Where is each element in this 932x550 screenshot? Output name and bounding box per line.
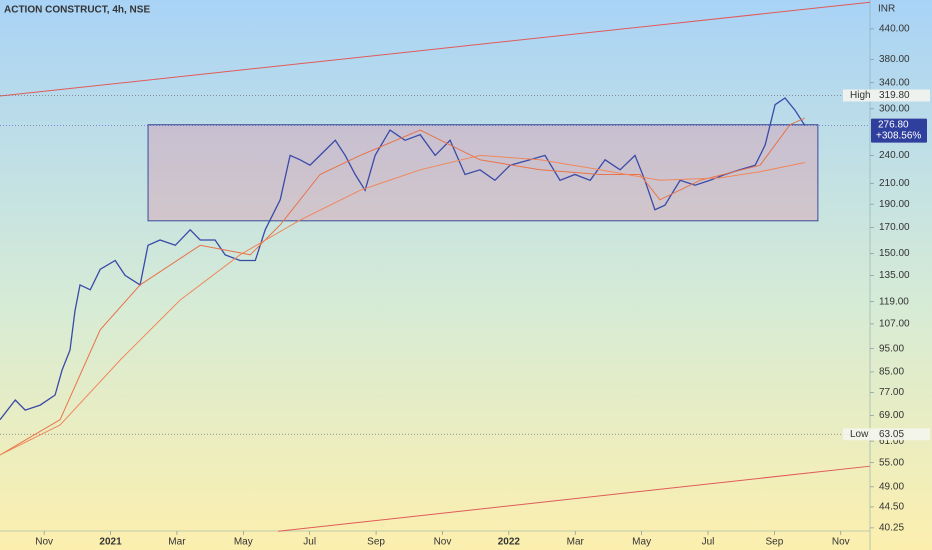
y-tick-label: 300.00 — [879, 103, 910, 114]
y-tick-label: 119.00 — [879, 296, 909, 307]
currency: INR — [878, 4, 895, 15]
x-tick-label: Jul — [303, 537, 316, 548]
moving-average — [0, 117, 806, 456]
x-tick-label: Sep — [766, 537, 784, 548]
y-tick-label: 107.00 — [879, 319, 910, 330]
chart-title: ACTION CONSTRUCT, 4h, NSE — [4, 5, 150, 16]
y-tick-label: 135.00 — [879, 270, 910, 281]
price-label-box — [843, 428, 930, 441]
y-tick-label: 440.00 — [879, 24, 910, 35]
range-rectangle — [147, 124, 819, 222]
x-tick-label: Mar — [567, 537, 585, 548]
price-line — [0, 97, 806, 421]
y-tick-label: 210.00 — [879, 178, 910, 189]
y-tick-label: 49.00 — [879, 481, 904, 492]
y-tick-label: 77.00 — [879, 387, 904, 398]
x-tick-label: Nov — [35, 537, 53, 548]
x-tick-label: Nov — [434, 537, 452, 548]
price-label-name: Low — [850, 429, 869, 440]
y-tick-label: 190.00 — [879, 199, 910, 210]
last-price-box — [871, 118, 927, 143]
price-label-box — [843, 89, 930, 102]
x-tick-label: Jul — [702, 537, 715, 548]
x-tick-label: Mar — [168, 537, 186, 548]
y-tick-label: 69.00 — [879, 410, 904, 421]
x-tick-label: 2021 — [99, 537, 122, 548]
y-tick-label: 40.25 — [879, 523, 904, 534]
trendline — [0, 1, 871, 97]
x-tick-label: Sep — [367, 537, 385, 548]
y-tick-label: 55.00 — [879, 457, 904, 468]
x-tick-label: May — [234, 537, 253, 548]
price-label-value: 319.80 — [879, 90, 910, 101]
y-tick-label: 380.00 — [879, 54, 910, 65]
price-label-name: High — [850, 90, 871, 101]
y-tick-label: 240.00 — [879, 150, 910, 161]
y-tick-label: 85.00 — [879, 367, 904, 378]
price-label-value: 63.05 — [879, 429, 904, 440]
y-tick-label: 150.00 — [879, 248, 910, 259]
trendline — [278, 465, 871, 532]
y-tick-label: 340.00 — [879, 77, 910, 88]
y-tick-label: 170.00 — [879, 222, 910, 233]
x-tick-label: May — [632, 537, 651, 548]
moving-average — [0, 154, 806, 456]
y-tick-label: 61.00 — [879, 436, 904, 447]
x-tick-label: Nov — [832, 537, 850, 548]
last-price-change: +308.56% — [876, 130, 921, 141]
y-tick-label: 95.00 — [879, 343, 904, 354]
last-price-value: 276.80 — [878, 119, 909, 130]
x-tick-label: 2022 — [498, 537, 521, 548]
y-tick-label: 44.50 — [879, 502, 904, 513]
